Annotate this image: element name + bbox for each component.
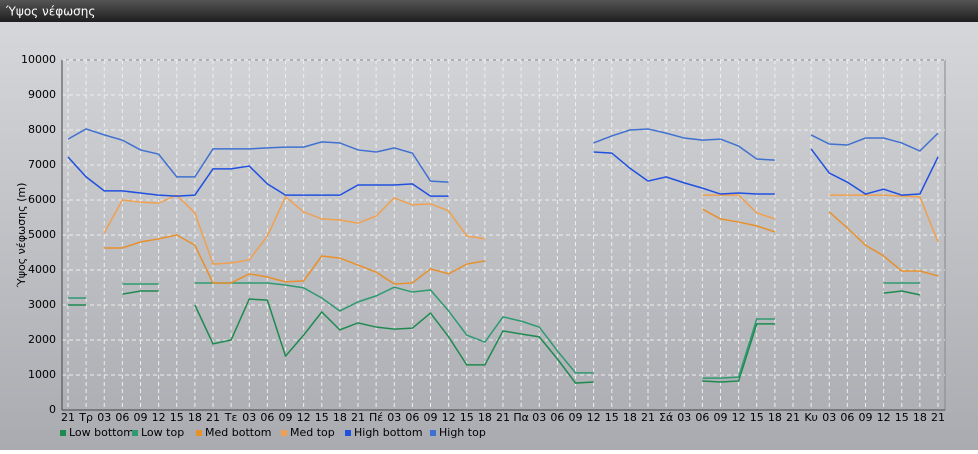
x-tick-label: 15 [315, 411, 329, 424]
x-tick-label: 06 [260, 411, 274, 424]
x-tick-label: 18 [478, 411, 492, 424]
x-tick-label: 03 [242, 411, 256, 424]
y-tick-label: 3000 [28, 298, 56, 311]
legend-swatch [281, 430, 287, 436]
x-tick-label: Κυ [804, 411, 818, 424]
legend-swatch [430, 430, 436, 436]
x-tick-label: 21 [641, 411, 655, 424]
x-tick-label: 21 [351, 411, 365, 424]
series-line [68, 282, 920, 379]
x-tick-label: 21 [61, 411, 75, 424]
x-tick-label: 09 [569, 411, 583, 424]
x-tick-label: 09 [859, 411, 873, 424]
legend-label: High top [439, 426, 486, 439]
x-tick-label: Σά [659, 411, 673, 424]
x-tick-label: 03 [97, 411, 111, 424]
x-tick-label: 09 [424, 411, 438, 424]
x-tick-label: 12 [732, 411, 746, 424]
y-tick-label: 6000 [28, 193, 56, 206]
x-tick-label: Πα [513, 411, 529, 424]
y-tick-label: 2000 [28, 333, 56, 346]
x-tick-label: 15 [460, 411, 474, 424]
x-tick-label: 15 [605, 411, 619, 424]
x-tick-label: 21 [496, 411, 510, 424]
x-tick-label: 21 [786, 411, 800, 424]
x-tick-label: 18 [768, 411, 782, 424]
series-line [104, 208, 939, 285]
x-tick-label: 18 [913, 411, 927, 424]
legend-swatch [196, 430, 202, 436]
y-tick-label: 5000 [28, 228, 56, 241]
x-tick-label: 21 [931, 411, 945, 424]
series-line [67, 148, 939, 197]
x-tick-label: 15 [170, 411, 184, 424]
x-tick-label: Τρ [78, 411, 93, 424]
x-tick-label: 06 [405, 411, 419, 424]
x-tick-label: 03 [677, 411, 691, 424]
y-tick-label: 4000 [28, 263, 56, 276]
y-axis-label: Ύψος νέφωσης (m) [15, 183, 28, 289]
y-tick-label: 8000 [28, 123, 56, 136]
legend-label: High bottom [354, 426, 423, 439]
x-tick-label: 03 [822, 411, 836, 424]
y-tick-label: 1000 [28, 368, 56, 381]
legend-swatch [60, 430, 66, 436]
x-tick-label: 03 [532, 411, 546, 424]
x-tick-label: 06 [840, 411, 854, 424]
x-tick-label: 15 [750, 411, 764, 424]
series-line [103, 194, 939, 265]
y-tick-label: 7000 [28, 158, 56, 171]
x-tick-label: 12 [152, 411, 166, 424]
legend-swatch [132, 430, 138, 436]
legend-swatch [345, 430, 351, 436]
x-tick-label: Τε [224, 411, 238, 424]
x-tick-label: 18 [623, 411, 637, 424]
x-tick-label: 18 [333, 411, 347, 424]
x-tick-label: 12 [442, 411, 456, 424]
x-tick-label: 09 [714, 411, 728, 424]
chart-title: Ύψος νέφωσης [5, 5, 95, 19]
x-tick-label: 12 [297, 411, 311, 424]
x-tick-label: 12 [587, 411, 601, 424]
x-tick-label: 18 [188, 411, 202, 424]
legend-label: Low top [141, 426, 184, 439]
x-tick-label: 06 [695, 411, 709, 424]
y-tick-label: 0 [49, 403, 56, 416]
legend-label: Low bottom [69, 426, 134, 439]
x-tick-label: 21 [206, 411, 220, 424]
title-bar [0, 0, 978, 22]
x-tick-label: 03 [387, 411, 401, 424]
x-tick-label: 12 [877, 411, 891, 424]
y-tick-label: 10000 [21, 53, 56, 66]
legend-label: Med top [290, 426, 335, 439]
y-tick-label: 9000 [28, 88, 56, 101]
x-tick-label: 09 [134, 411, 148, 424]
x-tick-label: 06 [115, 411, 129, 424]
x-tick-label: 06 [550, 411, 564, 424]
legend-label: Med bottom [205, 426, 272, 439]
x-tick-label: 09 [279, 411, 293, 424]
x-tick-label: 15 [895, 411, 909, 424]
series-line [67, 128, 939, 183]
series-line [68, 290, 921, 384]
x-tick-label: Πέ [369, 411, 383, 424]
